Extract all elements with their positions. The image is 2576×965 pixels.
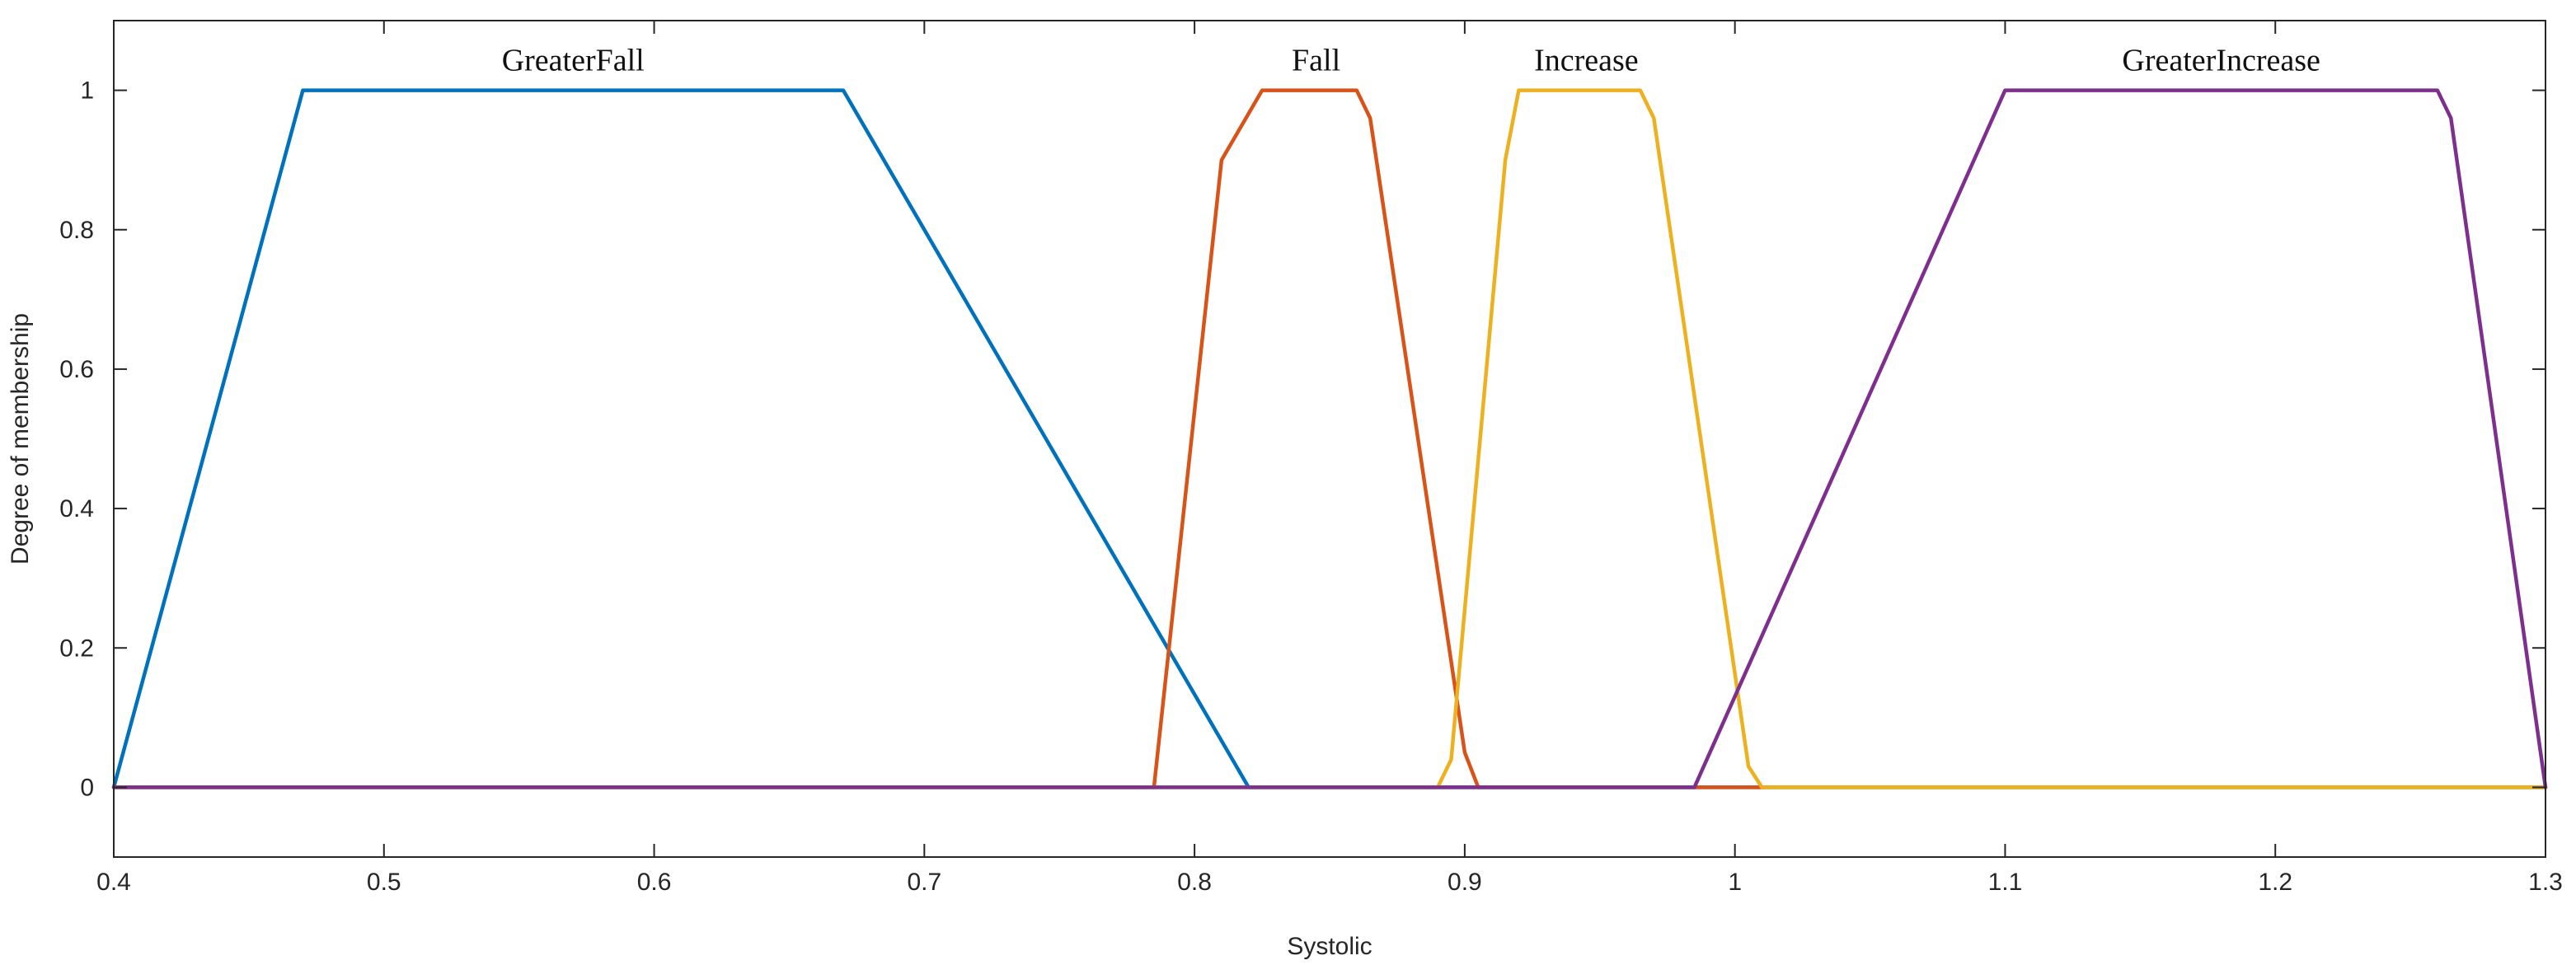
series-line-greaterfall (111, 88, 2548, 789)
y-tick-label: 0.8 (59, 217, 94, 244)
y-axis-label: Degree of membership (7, 313, 34, 564)
x-tick-label: 1.2 (2258, 869, 2292, 896)
x-tick-label: 0.8 (1177, 869, 1212, 896)
mf-label-increase: Increase (1534, 44, 1639, 78)
annotation-layer: GreaterFall Fall Increase GreaterIncrease (502, 44, 2320, 78)
axes-frame (113, 20, 2546, 858)
y-tick-label: 0 (80, 774, 94, 801)
x-tick-label: 1 (1728, 869, 1742, 896)
series-line-fall (111, 88, 2548, 789)
series-line-increase (111, 88, 2548, 789)
series-line-greaterincrease (111, 88, 2548, 789)
x-axis-label: Systolic (1287, 933, 1372, 960)
x-tick-label: 0.9 (1448, 869, 1482, 896)
y-tick-label: 0.6 (59, 356, 94, 383)
mf-label-greaterfall: GreaterFall (502, 44, 645, 78)
x-tick-label: 0.6 (637, 869, 672, 896)
x-tick-label: 1.1 (1988, 869, 2023, 896)
mf-label-greaterincrease: GreaterIncrease (2122, 44, 2320, 78)
series-layer (111, 88, 2548, 789)
y-tick-label: 0.4 (59, 495, 94, 522)
x-tick-label: 0.5 (367, 869, 401, 896)
y-tick-label: 1 (80, 77, 94, 105)
tick-layer: 0.4 0.5 0.6 0.7 0.8 0.9 1 1.1 1.2 1.3 0 0.2 0.4 0.6 0.… (59, 21, 2563, 896)
x-tick-label: 1.3 (2528, 869, 2563, 896)
y-tick-label: 0.2 (59, 635, 94, 662)
mf-label-fall: Fall (1292, 44, 1340, 78)
x-tick-label: 0.4 (96, 869, 131, 896)
x-tick-label: 0.7 (907, 869, 941, 896)
